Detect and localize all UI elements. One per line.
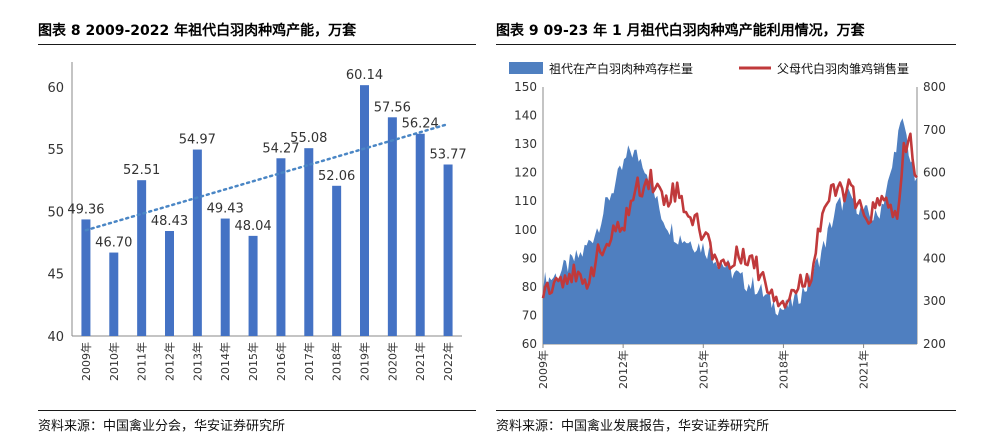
data-label: 48.04 <box>234 219 271 234</box>
title-rule-right <box>496 44 956 45</box>
x-tick-label: 2013年 <box>190 342 204 381</box>
left-tick-label: 80 <box>522 280 537 294</box>
left-tick-label: 90 <box>522 251 537 265</box>
right-tick-label: 800 <box>923 80 946 94</box>
x-tick-label: 2015年 <box>246 342 260 381</box>
data-label: 49.43 <box>207 202 244 217</box>
bar <box>360 85 369 336</box>
right-tick-label: 400 <box>923 251 946 265</box>
figure-8-source: 资料来源：中国禽业分会，华安证券研究所 <box>38 419 286 434</box>
data-label: 55.08 <box>290 131 327 146</box>
left-tick-label: 150 <box>514 80 537 94</box>
x-tick-label: 2012年 <box>616 350 630 389</box>
bar <box>137 180 147 336</box>
x-tick-label: 2020年 <box>385 342 399 381</box>
y-tick-label: 55 <box>47 143 64 158</box>
title-rule-left <box>38 44 476 45</box>
x-tick-label: 2012年 <box>163 342 177 381</box>
data-label: 49.36 <box>67 202 104 217</box>
line-series <box>541 132 918 309</box>
bar <box>415 133 425 336</box>
y-tick-label: 45 <box>47 268 64 283</box>
data-label: 57.56 <box>374 100 411 115</box>
bar <box>443 164 453 336</box>
data-label: 54.27 <box>262 141 299 156</box>
bar <box>304 148 314 336</box>
chart-utilization: 祖代在产白羽肉种鸡存栏量 父母代白羽肉雏鸡销售量 150 140 130 120 110 10… <box>509 61 946 389</box>
bar <box>220 218 230 336</box>
source-rule-right <box>496 410 956 411</box>
left-tick-label: 110 <box>514 194 537 208</box>
area-series <box>543 118 917 344</box>
bar <box>276 158 286 336</box>
y-tick-label: 40 <box>47 330 64 345</box>
x-tick-label: 2009年 <box>536 350 550 389</box>
figure-8-title: 图表 8 2009-2022 年祖代白羽肉种鸡产能，万套 <box>38 23 357 39</box>
x-tick-label: 2019年 <box>358 342 372 381</box>
right-tick-label: 200 <box>923 337 946 351</box>
x-tick-label: 2021年 <box>413 342 427 381</box>
x-tick-label: 2016年 <box>274 342 288 381</box>
bar <box>192 149 202 336</box>
data-label: 46.70 <box>95 236 132 251</box>
trendline <box>84 122 450 232</box>
right-tick-label: 700 <box>923 123 946 137</box>
left-tick-label: 70 <box>522 308 537 322</box>
data-label: 56.24 <box>402 117 439 132</box>
legend-area-swatch <box>509 62 543 74</box>
left-tick-label: 60 <box>522 337 537 351</box>
left-tick-label: 130 <box>514 137 537 151</box>
bar <box>165 231 174 336</box>
source-rule-left <box>38 410 476 411</box>
data-label: 48.43 <box>151 214 188 229</box>
figure-9-source: 资料来源：中国禽业发展报告，华安证券研究所 <box>496 419 770 434</box>
left-tick-label: 120 <box>514 166 537 180</box>
y-tick-label: 60 <box>47 81 64 96</box>
x-tick-label: 2011年 <box>135 342 149 381</box>
legend-area-label: 祖代在产白羽肉种鸡存栏量 <box>549 61 693 76</box>
right-tick-label: 300 <box>923 294 946 308</box>
x-tick-label: 2022年 <box>441 342 455 381</box>
bar <box>387 117 397 336</box>
x-tick-label: 2010年 <box>107 342 121 381</box>
data-label: 52.06 <box>318 169 355 184</box>
y-tick-label: 50 <box>47 205 64 220</box>
figure-9-title: 图表 9 09-23 年 1 月祖代白羽肉种鸡产能利用情况，万套 <box>496 23 865 39</box>
right-tick-label: 600 <box>923 166 946 180</box>
data-label: 54.97 <box>179 133 216 148</box>
x-tick-label: 2018年 <box>330 342 344 381</box>
right-tick-label: 500 <box>923 209 946 223</box>
bar <box>248 235 258 336</box>
x-tick-label: 2021年 <box>857 350 871 389</box>
x-tick-label: 2017年 <box>302 342 316 381</box>
x-tick-label: 2014年 <box>218 342 232 381</box>
data-label: 53.77 <box>429 148 466 163</box>
x-tick-label: 2015年 <box>696 350 710 389</box>
data-label: 52.51 <box>123 163 160 178</box>
bar <box>81 219 91 336</box>
left-tick-label: 100 <box>514 223 537 237</box>
left-tick-label: 140 <box>514 109 537 123</box>
x-tick-label: 2018年 <box>776 350 790 389</box>
chart-capacity-bars: 60 55 50 45 40 49.36 2009年 46.70 2010年 52.51 2011年… <box>47 62 467 381</box>
legend-line-label: 父母代白羽肉雏鸡销售量 <box>777 61 909 76</box>
bar <box>332 185 342 336</box>
data-label: 60.14 <box>346 68 383 83</box>
bar <box>109 252 119 336</box>
x-tick-label: 2009年 <box>79 342 93 381</box>
